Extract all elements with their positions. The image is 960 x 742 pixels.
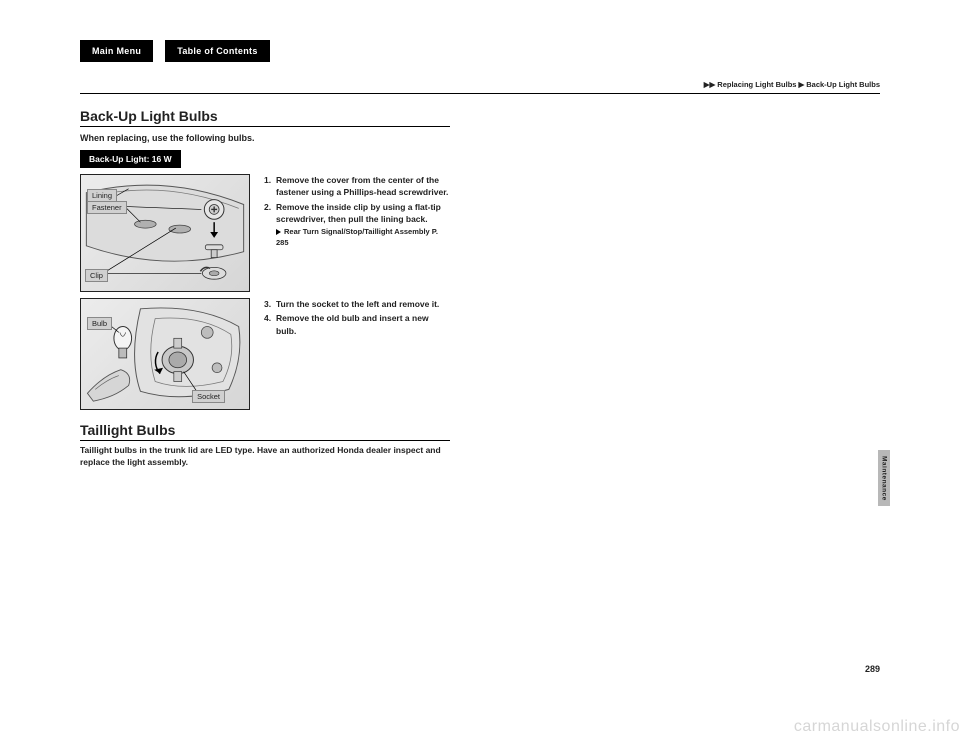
- arrow-icon: [276, 229, 281, 235]
- step1-text: Remove the cover from the center of the …: [276, 174, 450, 199]
- section1-title: Back-Up Light Bulbs: [80, 108, 450, 124]
- step2-text: Remove the inside clip by using a flat-t…: [276, 201, 450, 226]
- fastener-label: Fastener: [87, 201, 127, 214]
- top-tags: Main Menu Table of Contents: [80, 40, 880, 62]
- steps-a: 1.Remove the cover from the center of th…: [264, 174, 450, 249]
- side-tab: Maintenance: [878, 450, 890, 506]
- cross-ref: Rear Turn Signal/Stop/Taillight Assembly…: [276, 227, 450, 249]
- page-number: 289: [865, 664, 880, 674]
- step3-text: Turn the socket to the left and remove i…: [276, 298, 450, 310]
- main-menu-tag[interactable]: Main Menu: [80, 40, 153, 62]
- clip-label: Clip: [85, 269, 108, 282]
- bulb-label: Bulb: [87, 317, 112, 330]
- section2-body: Taillight bulbs in the trunk lid are LED…: [80, 445, 450, 469]
- step1-num: 1.: [264, 174, 276, 199]
- figure-fastener-clip: Lining Fastener Clip: [80, 174, 250, 292]
- step2-num: 2.: [264, 201, 276, 226]
- step4-text: Remove the old bulb and insert a new bul…: [276, 312, 450, 337]
- step3-num: 3.: [264, 298, 276, 310]
- watermark: carmanualsonline.info: [794, 718, 960, 736]
- step4-num: 4.: [264, 312, 276, 337]
- steps-b: 3.Turn the socket to the left and remove…: [264, 298, 450, 339]
- breadcrumb-b: Back-Up Light Bulbs: [806, 80, 880, 89]
- divider: [80, 93, 880, 94]
- section1-intro: When replacing, use the following bulbs.: [80, 133, 450, 143]
- breadcrumb: ▶▶Replacing Light Bulbs▶Back-Up Light Bu…: [80, 80, 880, 89]
- socket-label: Socket: [192, 390, 225, 403]
- spec-label: Back-Up Light: 16 W: [80, 150, 181, 168]
- figure-bulb-socket: Bulb Socket: [80, 298, 250, 410]
- section2-title: Taillight Bulbs: [80, 422, 450, 438]
- toc-tag[interactable]: Table of Contents: [165, 40, 269, 62]
- breadcrumb-a: Replacing Light Bulbs: [717, 80, 796, 89]
